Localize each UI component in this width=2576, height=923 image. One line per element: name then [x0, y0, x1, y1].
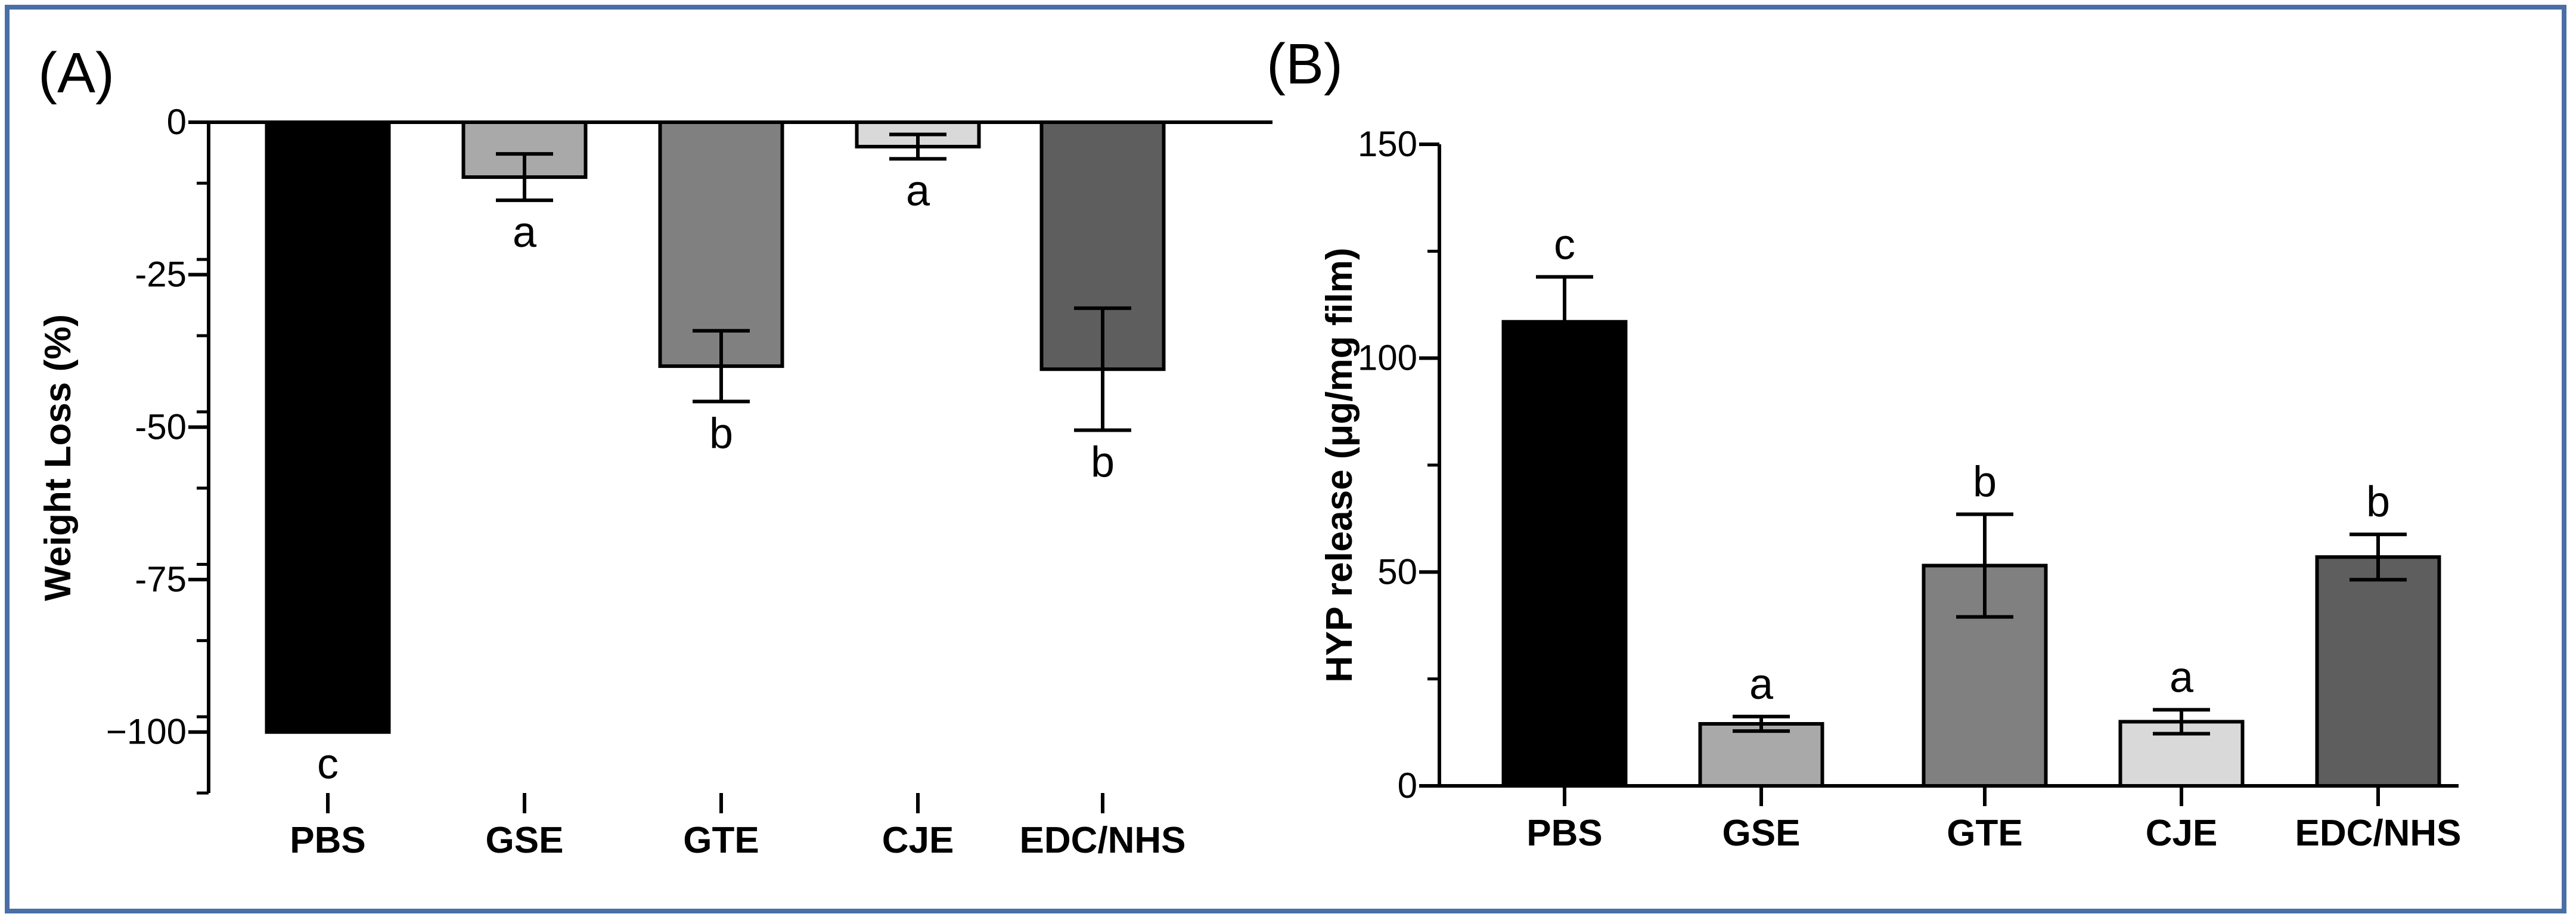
y-tick-label: 150: [1358, 124, 1417, 164]
category-label: EDC/NHS: [2295, 813, 2461, 854]
category-label: EDC/NHS: [1019, 820, 1185, 861]
significance-letter: a: [1749, 661, 1774, 708]
significance-letter: b: [709, 410, 733, 457]
panel-label: (A): [38, 41, 114, 105]
significance-letter: b: [1091, 438, 1115, 486]
category-label: PBS: [290, 820, 365, 861]
significance-letter: b: [2366, 478, 2390, 526]
significance-letter: c: [1554, 221, 1575, 268]
significance-letter: a: [2170, 653, 2194, 701]
significance-letter: a: [906, 167, 930, 215]
y-tick-label: -50: [135, 407, 187, 447]
category-label: GSE: [1722, 813, 1801, 854]
significance-letter: c: [317, 741, 339, 788]
y-tick-label: 0: [1398, 766, 1417, 806]
y-axis-title: HYP release (μg/mg film): [1319, 247, 1360, 682]
panel-b-hyp-release: (B) HYP release (μg/mg film) c PBS a GSE b GTE a…: [1267, 32, 2462, 854]
category-label: GTE: [1947, 813, 2022, 854]
category-label: PBS: [1526, 813, 1602, 854]
category-label: CJE: [2146, 813, 2218, 854]
bar-pbs: [265, 120, 391, 734]
y-tick-label: 100: [1358, 338, 1417, 378]
category-label: GTE: [683, 820, 759, 861]
figure-frame: [5, 5, 2566, 913]
bar-gse: [1698, 721, 1824, 788]
panel-label: (B): [1267, 32, 1343, 96]
category-label: CJE: [882, 820, 954, 861]
y-tick-label: -75: [135, 559, 187, 599]
significance-letter: a: [513, 209, 537, 256]
category-label: GSE: [486, 820, 564, 861]
y-tick-label: 0: [167, 102, 187, 142]
y-tick-label: -25: [135, 255, 187, 295]
y-axis-title: Weight Loss (%): [38, 314, 79, 601]
y-tick-label: −100: [106, 712, 187, 752]
significance-letter: b: [1973, 458, 1997, 506]
y-tick-label: 50: [1377, 552, 1417, 591]
bar-pbs: [1501, 320, 1628, 788]
bar-edc-nhs: [2315, 555, 2441, 788]
panel-a-weight-loss: (A) Weight Loss (%) c PBS a GSE b GTE a CJE b EDC/N…: [38, 41, 1273, 861]
